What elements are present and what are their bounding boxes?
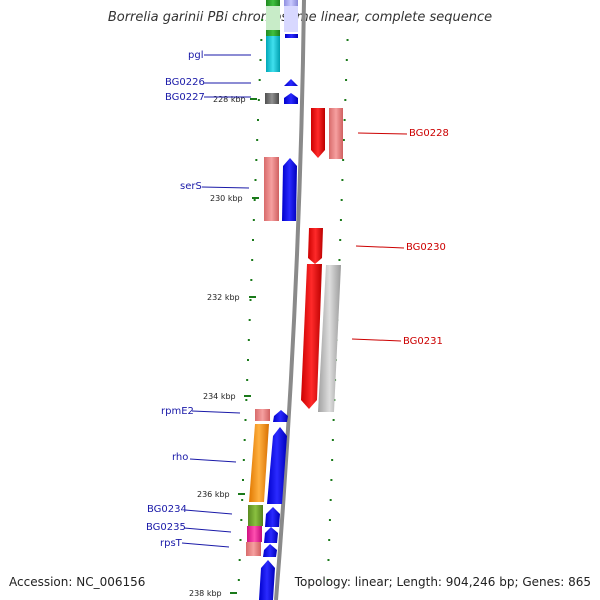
gene-label-bg0227[interactable]: BG0227 — [165, 92, 251, 103]
svg-text:serS: serS — [180, 181, 202, 192]
gene-sers-arrow — [282, 158, 297, 221]
svg-text:BG0227: BG0227 — [165, 92, 205, 103]
gene-label-bg0230[interactable]: BG0230 — [355, 242, 446, 253]
feature-pale-lavender — [284, 6, 298, 32]
accession-text: Accession: NC_006156 — [9, 575, 146, 589]
gene-bg0227-arrow — [284, 93, 298, 104]
gene-label-bg0235[interactable]: BG0235 — [146, 522, 232, 533]
gene-label-bg0228[interactable]: BG0228 — [357, 128, 449, 139]
gene-label-bg0234[interactable]: BG0234 — [147, 504, 233, 515]
svg-text:228 kbp: 228 kbp — [213, 95, 246, 104]
gene-bg0228-cog — [329, 108, 343, 159]
scale-tick-228: 228 kbp — [213, 95, 257, 104]
gene-bg0231-arrow — [301, 264, 322, 409]
gene-rpst-arrow — [263, 544, 277, 557]
gene-label-rho[interactable]: rho — [172, 452, 237, 463]
gene-bottom-arrow — [259, 560, 275, 600]
svg-text:BG0230: BG0230 — [406, 242, 446, 253]
gene-sers-cog — [264, 157, 279, 221]
scale-tick-238: 238 kbp — [189, 589, 237, 598]
feature-pale-green — [266, 6, 280, 32]
svg-text:232 kbp: 232 kbp — [207, 293, 240, 302]
gene-pgl-cog — [266, 36, 280, 72]
scale-tick-232: 232 kbp — [207, 293, 256, 302]
svg-text:234 kbp: 234 kbp — [203, 392, 236, 401]
svg-text:238 kbp: 238 kbp — [189, 589, 222, 598]
scale-tick-230: 230 kbp — [210, 194, 259, 203]
gene-bg0235-arrow — [264, 527, 278, 543]
gene-label-sers[interactable]: serS — [180, 181, 250, 192]
gene-rpme2-cog — [255, 409, 270, 421]
scale-tick-236: 236 kbp — [197, 490, 245, 499]
gene-rpst-cog — [246, 542, 261, 556]
chromosome-backbone — [274, 0, 306, 600]
gene-label-bg0231[interactable]: BG0231 — [351, 336, 443, 347]
gene-bg0228-arrow — [311, 108, 325, 158]
svg-text:rpsT: rpsT — [160, 538, 183, 549]
svg-text:BG0228: BG0228 — [409, 128, 449, 139]
svg-text:236 kbp: 236 kbp — [197, 490, 230, 499]
svg-text:BG0234: BG0234 — [147, 504, 187, 515]
gene-rho-cog — [249, 424, 269, 502]
gene-bg0230-arrow — [308, 228, 323, 264]
gene-bg0235-cog — [247, 526, 262, 542]
svg-text:pgl: pgl — [188, 50, 203, 61]
feature-green-stripe — [266, 30, 280, 36]
svg-text:rho: rho — [172, 452, 188, 463]
outer-track-left — [237, 19, 264, 581]
svg-text:BG0235: BG0235 — [146, 522, 186, 533]
gene-rho-arrow — [267, 427, 287, 504]
gene-bg0226-arrow — [284, 79, 298, 86]
feature-top-green — [266, 0, 280, 6]
gene-bg0234-arrow — [265, 507, 280, 527]
svg-text:rpmE2: rpmE2 — [161, 406, 194, 417]
gene-bg0234-cog — [248, 505, 263, 526]
genome-stats-text: Topology: linear; Length: 904,246 bp; Ge… — [294, 575, 591, 589]
gene-pgl-arrow — [285, 34, 298, 38]
gene-label-bg0226[interactable]: BG0226 — [165, 77, 251, 88]
gene-label-rpme2[interactable]: rpmE2 — [161, 406, 241, 417]
gene-bg0227-cog — [265, 93, 279, 104]
map-title: Borrelia garinii PBi chromosome linear, … — [107, 10, 493, 25]
feature-top-lavender — [284, 0, 298, 6]
gene-rpme2-arrow — [273, 410, 288, 422]
gene-label-rpst[interactable]: rpsT — [160, 538, 230, 549]
gene-bg0231-cog — [318, 265, 341, 412]
svg-text:BG0226: BG0226 — [165, 77, 205, 88]
svg-text:BG0231: BG0231 — [403, 336, 443, 347]
svg-text:230 kbp: 230 kbp — [210, 194, 243, 203]
gene-label-pgl[interactable]: pgl — [188, 50, 251, 61]
scale-tick-234: 234 kbp — [203, 392, 251, 401]
